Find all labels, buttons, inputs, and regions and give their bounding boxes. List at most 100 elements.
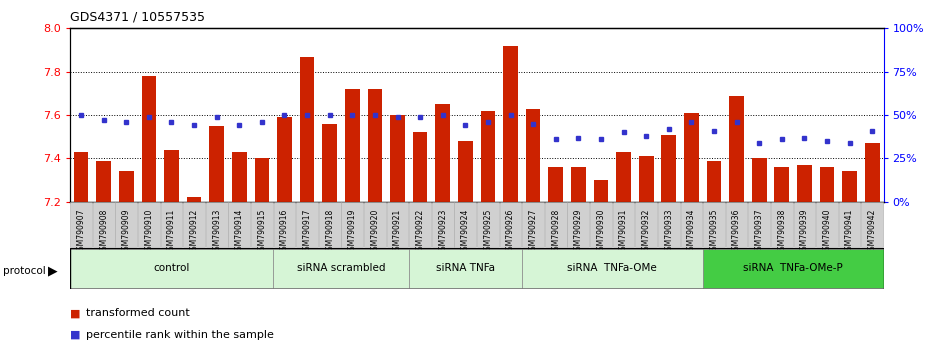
FancyBboxPatch shape xyxy=(545,202,566,247)
Text: GSM790926: GSM790926 xyxy=(506,209,515,255)
FancyBboxPatch shape xyxy=(273,249,409,288)
FancyBboxPatch shape xyxy=(409,249,522,288)
Bar xyxy=(661,135,676,202)
Bar xyxy=(413,132,428,202)
FancyBboxPatch shape xyxy=(523,202,544,247)
Text: GSM790938: GSM790938 xyxy=(777,209,786,255)
Bar xyxy=(435,104,450,202)
Text: GSM790934: GSM790934 xyxy=(687,209,696,255)
Text: GSM790940: GSM790940 xyxy=(822,209,831,255)
Text: siRNA  TNFa-OMe-P: siRNA TNFa-OMe-P xyxy=(743,263,843,273)
Text: siRNA TNFa: siRNA TNFa xyxy=(436,263,495,273)
Text: GSM790925: GSM790925 xyxy=(484,209,492,255)
FancyBboxPatch shape xyxy=(455,202,476,247)
FancyBboxPatch shape xyxy=(613,202,634,247)
Text: ▶: ▶ xyxy=(48,264,58,277)
Text: ■: ■ xyxy=(70,308,80,318)
FancyBboxPatch shape xyxy=(206,202,228,247)
Text: GSM790909: GSM790909 xyxy=(122,209,131,255)
Text: GSM790921: GSM790921 xyxy=(393,209,402,255)
Text: GSM790916: GSM790916 xyxy=(280,209,289,255)
Text: GSM790919: GSM790919 xyxy=(348,209,357,255)
Bar xyxy=(571,167,586,202)
FancyBboxPatch shape xyxy=(364,202,386,247)
FancyBboxPatch shape xyxy=(591,202,612,247)
FancyBboxPatch shape xyxy=(93,202,114,247)
Text: GSM790911: GSM790911 xyxy=(167,209,176,255)
FancyBboxPatch shape xyxy=(409,202,431,247)
Text: GSM790914: GSM790914 xyxy=(234,209,244,255)
Text: percentile rank within the sample: percentile rank within the sample xyxy=(86,330,274,339)
FancyBboxPatch shape xyxy=(341,202,363,247)
Bar xyxy=(481,111,496,202)
FancyBboxPatch shape xyxy=(771,202,792,247)
FancyBboxPatch shape xyxy=(273,202,296,247)
Bar xyxy=(707,161,722,202)
Bar xyxy=(323,124,337,202)
Bar xyxy=(865,143,880,202)
FancyBboxPatch shape xyxy=(432,202,454,247)
FancyBboxPatch shape xyxy=(658,202,680,247)
Bar xyxy=(232,152,246,202)
Text: siRNA scrambled: siRNA scrambled xyxy=(297,263,385,273)
Text: GSM790932: GSM790932 xyxy=(642,209,651,255)
Bar xyxy=(141,76,156,202)
FancyBboxPatch shape xyxy=(70,249,273,288)
Bar xyxy=(593,180,608,202)
Text: GSM790933: GSM790933 xyxy=(664,209,673,255)
Text: GSM790942: GSM790942 xyxy=(868,209,877,255)
Text: control: control xyxy=(153,263,190,273)
FancyBboxPatch shape xyxy=(251,202,272,247)
FancyBboxPatch shape xyxy=(839,202,860,247)
Text: GSM790929: GSM790929 xyxy=(574,209,583,255)
FancyBboxPatch shape xyxy=(297,202,318,247)
Bar xyxy=(639,156,654,202)
Bar xyxy=(775,167,790,202)
FancyBboxPatch shape xyxy=(70,202,92,247)
FancyBboxPatch shape xyxy=(817,202,838,247)
Bar xyxy=(209,126,224,202)
FancyBboxPatch shape xyxy=(319,202,340,247)
Text: GSM790908: GSM790908 xyxy=(100,209,108,255)
Bar xyxy=(367,89,382,202)
Bar xyxy=(819,167,834,202)
Text: GSM790936: GSM790936 xyxy=(732,209,741,255)
Bar xyxy=(458,141,472,202)
FancyBboxPatch shape xyxy=(387,202,408,247)
Bar xyxy=(73,152,88,202)
Text: GSM790928: GSM790928 xyxy=(551,209,560,255)
Bar xyxy=(617,152,631,202)
Text: GSM790924: GSM790924 xyxy=(461,209,470,255)
Bar xyxy=(525,109,540,202)
Bar xyxy=(164,150,179,202)
Text: GSM790912: GSM790912 xyxy=(190,209,199,255)
FancyBboxPatch shape xyxy=(749,202,770,247)
Text: GSM790923: GSM790923 xyxy=(438,209,447,255)
Text: GSM790918: GSM790918 xyxy=(326,209,334,255)
Text: GSM790922: GSM790922 xyxy=(416,209,425,255)
Text: GSM790935: GSM790935 xyxy=(710,209,719,255)
Bar xyxy=(97,161,111,202)
Bar xyxy=(729,96,744,202)
Bar xyxy=(797,165,812,202)
Bar xyxy=(187,198,202,202)
FancyBboxPatch shape xyxy=(725,202,748,247)
Text: GSM790931: GSM790931 xyxy=(619,209,628,255)
FancyBboxPatch shape xyxy=(183,202,205,247)
Bar xyxy=(684,113,698,202)
Bar xyxy=(391,115,405,202)
Bar xyxy=(751,158,766,202)
Bar xyxy=(277,117,292,202)
Text: GSM790930: GSM790930 xyxy=(596,209,605,255)
FancyBboxPatch shape xyxy=(635,202,657,247)
FancyBboxPatch shape xyxy=(138,202,160,247)
Bar xyxy=(503,46,518,202)
Bar xyxy=(345,89,360,202)
Text: GSM790927: GSM790927 xyxy=(528,209,538,255)
FancyBboxPatch shape xyxy=(681,202,702,247)
FancyBboxPatch shape xyxy=(499,202,522,247)
Text: GSM790937: GSM790937 xyxy=(754,209,764,255)
Text: ■: ■ xyxy=(70,330,80,339)
FancyBboxPatch shape xyxy=(703,202,724,247)
Text: siRNA  TNFa-OMe: siRNA TNFa-OMe xyxy=(567,263,658,273)
